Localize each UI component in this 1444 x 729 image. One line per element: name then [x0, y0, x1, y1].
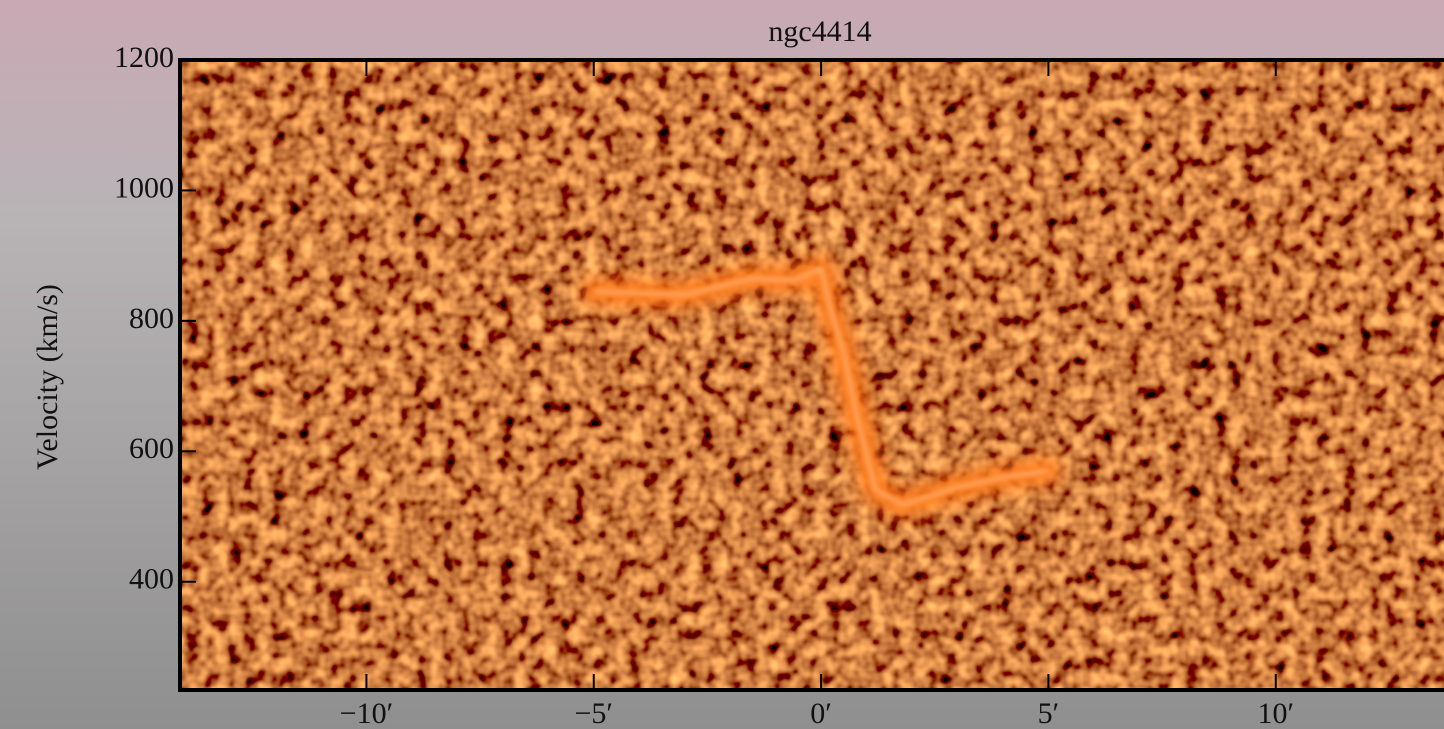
- y-tick-label: 1000: [114, 171, 174, 204]
- ridge-core: [593, 267, 1049, 507]
- x-tick-label: 0′: [810, 697, 832, 729]
- y-tick-label: 600: [129, 432, 174, 465]
- y-tick-label: 800: [129, 302, 174, 335]
- chart-title: ngc4414: [768, 15, 871, 48]
- y-axis-label: Velocity (km/s): [31, 284, 64, 470]
- plot-area: [180, 60, 1444, 690]
- x-tick-label: −5′: [575, 697, 613, 729]
- y-tick-label: 1200: [114, 41, 174, 74]
- x-tick-label: 10′: [1257, 697, 1294, 729]
- noise-image: [180, 60, 1444, 690]
- frame: [178, 58, 1444, 692]
- y-tick-label: 400: [129, 563, 174, 596]
- x-tick-label: 5′: [1038, 697, 1060, 729]
- x-tick-label: −10′: [340, 697, 393, 729]
